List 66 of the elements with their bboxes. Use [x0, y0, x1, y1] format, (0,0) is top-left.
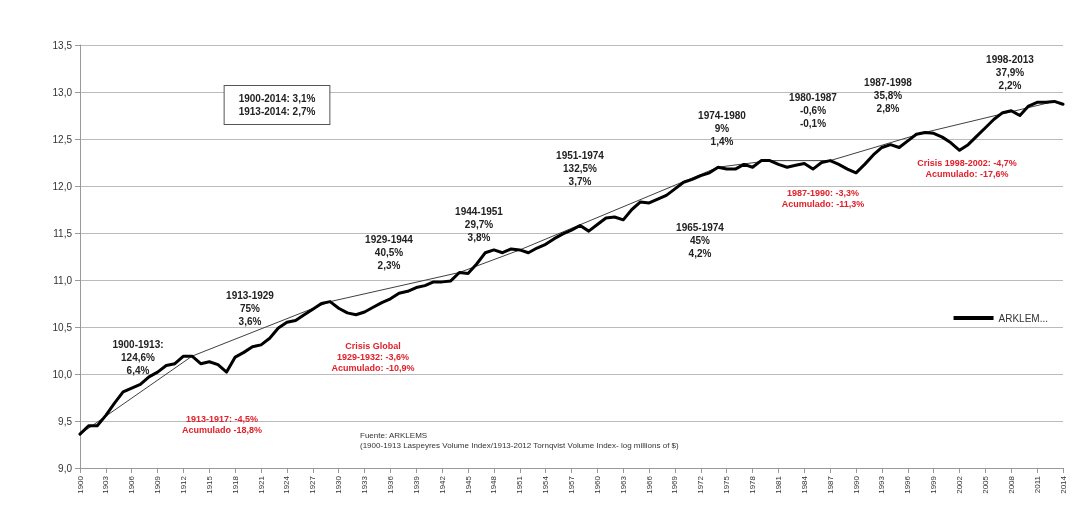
y-tick-label: 13,0: [52, 86, 73, 98]
x-tick-label: 1993: [877, 475, 887, 494]
x-tick-label: 1963: [618, 475, 628, 494]
annotation: 1951-1974 132,5% 3,7%: [556, 149, 605, 187]
annotation: 1980-1987 -0,6% -0,1%: [789, 91, 838, 129]
x-tick-label: 1969: [670, 475, 680, 494]
x-tick-label: 1990: [851, 475, 861, 494]
x-tick-label: 1906: [127, 475, 137, 494]
y-tick-label: 12,5: [52, 133, 73, 145]
y-tick-label: 9,0: [58, 462, 73, 474]
x-tick-label: 1912: [178, 475, 188, 494]
x-tick-label: 1930: [334, 475, 344, 494]
x-tick-label: 1972: [696, 475, 706, 494]
x-tick-label: 1978: [748, 475, 758, 494]
y-tick-label: 11,0: [53, 274, 73, 286]
x-tick-label: 1957: [567, 475, 576, 494]
x-tick-label: 2008: [1006, 475, 1016, 494]
annotation: 1998-2013 37,9% 2,2%: [986, 53, 1035, 91]
y-tick-label: 11,5: [53, 227, 73, 239]
x-tick-label: 1987: [825, 475, 835, 494]
legend-label: ARKLEM...: [998, 312, 1049, 324]
x-tick-label: 1924: [282, 475, 292, 494]
x-tick-label: 2011: [1032, 475, 1042, 494]
annotation: 1974-1980 9% 1,4%: [698, 109, 747, 147]
annotation: 1900-2014: 3,1% 1913-2014: 2,7%: [238, 93, 316, 117]
annotation: 1965-1974 45% 4,2%: [676, 221, 725, 259]
annotation: Crisis Global 1929-1932: -3,6% Acumulado: -10,9%: [331, 341, 415, 373]
x-tick-label: 1948: [489, 475, 499, 494]
x-tick-label: 1966: [644, 475, 654, 494]
y-tick-label: 10,0: [52, 368, 73, 380]
y-tick-label: 13,5: [52, 39, 73, 51]
y-tick-label: 10,5: [52, 321, 73, 333]
x-tick-label: 1960: [592, 475, 602, 494]
x-tick-label: 1942: [437, 475, 447, 494]
x-tick-label: 2014: [1058, 475, 1068, 494]
annotation: 1900-1913: 124,6% 6,4%: [112, 338, 164, 376]
x-tick-label: 1945: [463, 475, 473, 494]
x-tick-label: 1927: [308, 475, 318, 494]
annotation: Crisis 1998-2002: -4,7% Acumulado: -17,6%: [917, 157, 1017, 179]
x-tick-label: 1918: [230, 475, 240, 494]
y-tick-label: 12,0: [52, 180, 73, 192]
x-tick-label: 1909: [153, 475, 163, 494]
annotation: 1913-1929 75% 3,6%: [226, 289, 275, 327]
y-tick-label: 9,5: [58, 415, 73, 427]
x-tick-label: 1939: [411, 475, 421, 494]
x-tick-label: 1999: [929, 475, 939, 494]
annotation: 1929-1944 40,5% 2,3%: [365, 233, 414, 271]
x-tick-label: 1915: [204, 475, 214, 494]
x-tick-label: 2002: [955, 475, 965, 494]
x-tick-label: 1951: [515, 475, 525, 494]
x-tick-label: 1933: [360, 475, 370, 494]
x-tick-label: 2005: [980, 475, 990, 494]
x-tick-label: 1936: [385, 475, 395, 494]
annotation: 1913-1917: -4,5% Acumulado -18,8%: [181, 413, 263, 435]
annotation: 1944-1951 29,7% 3,8%: [455, 205, 504, 243]
x-tick-label: 1900: [75, 475, 85, 494]
annotation: 1987-1998 35,8% 2,8%: [864, 76, 913, 114]
x-tick-label: 1954: [541, 475, 551, 494]
x-tick-label: 1903: [101, 475, 111, 494]
x-tick-label: 1984: [799, 475, 809, 494]
x-tick-label: 1975: [722, 475, 732, 494]
annotation: 1987-1990: -3,3% Acumulado: -11,3%: [781, 187, 865, 209]
x-tick-label: 1996: [903, 475, 913, 494]
x-tick-label: 1921: [256, 475, 266, 494]
annotation: Fuente: ARKLEMS (1900-1913 Laspeyres Volume Index/1913-2012 Tornqvist Volume Index- log millions of $): [360, 430, 680, 450]
x-tick-label: 1981: [773, 475, 783, 494]
